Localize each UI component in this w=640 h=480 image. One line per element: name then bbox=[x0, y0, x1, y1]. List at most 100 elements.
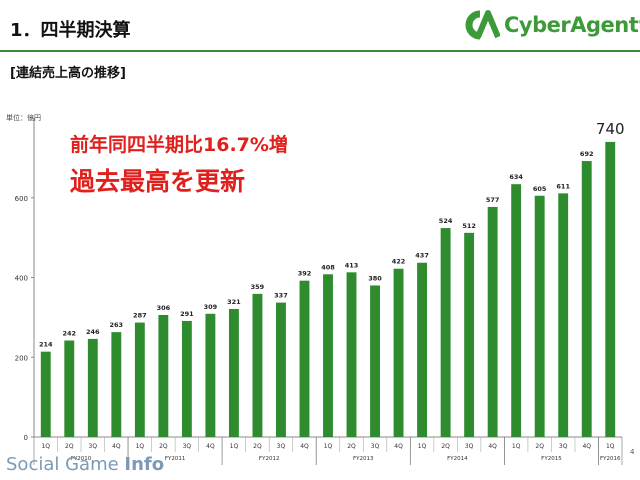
data-label: 408 bbox=[321, 263, 335, 271]
x-tick-label: 3Q bbox=[89, 443, 98, 450]
bar bbox=[487, 206, 498, 437]
chart-subtitle: [連結売上高の推移] bbox=[10, 66, 126, 81]
fiscal-year-label: FY2011 bbox=[165, 456, 186, 462]
bar bbox=[181, 320, 192, 437]
fiscal-year-label: FY2014 bbox=[447, 456, 468, 462]
data-label: 413 bbox=[345, 261, 359, 269]
bar bbox=[40, 351, 51, 437]
data-label: 634 bbox=[509, 173, 523, 181]
data-label: 524 bbox=[439, 217, 453, 225]
x-tick-label: 3Q bbox=[465, 443, 474, 450]
data-label: 359 bbox=[251, 283, 265, 291]
bar bbox=[111, 332, 122, 437]
data-label: 337 bbox=[274, 292, 288, 300]
x-tick-label: 1Q bbox=[512, 443, 521, 450]
y-tick-label: 600 bbox=[15, 195, 28, 203]
cyberagent-logo-icon bbox=[465, 10, 500, 40]
x-tick-label: 1Q bbox=[418, 443, 427, 450]
page-number: 4 bbox=[630, 448, 635, 456]
headline-growth: 前年同四半期比16.7%増 bbox=[70, 134, 288, 156]
logo-wordmark: CyberAgent® bbox=[504, 13, 640, 37]
data-label: 692 bbox=[580, 150, 594, 158]
y-tick-label: 0 bbox=[24, 434, 28, 442]
y-tick-label: 400 bbox=[15, 275, 28, 283]
x-tick-label: 4Q bbox=[206, 443, 215, 450]
data-label: 380 bbox=[368, 274, 382, 282]
data-label: 291 bbox=[180, 310, 194, 318]
x-tick-label: 1Q bbox=[136, 443, 145, 450]
x-tick-label: 4Q bbox=[300, 443, 309, 450]
x-tick-label: 2Q bbox=[253, 443, 262, 450]
x-tick-label: 2Q bbox=[347, 443, 356, 450]
bar bbox=[581, 161, 592, 437]
x-tick-label: 2Q bbox=[535, 443, 544, 450]
bar bbox=[370, 285, 380, 437]
data-label: 263 bbox=[110, 321, 124, 329]
x-tick-label: 3Q bbox=[277, 443, 286, 450]
bar bbox=[158, 314, 169, 437]
bar bbox=[440, 228, 451, 437]
data-label: 242 bbox=[62, 330, 76, 338]
cyberagent-logo: CyberAgent® bbox=[460, 10, 640, 40]
bar bbox=[276, 302, 286, 437]
x-tick-label: 3Q bbox=[559, 443, 568, 450]
bar bbox=[299, 280, 310, 437]
fiscal-year-label: FY2012 bbox=[259, 456, 280, 462]
chart-labels: 214 1Q 242 2Q 246 3Q 263 4Q 287 1Q 306 2Q 291 3Q 309 4Q… bbox=[39, 120, 625, 462]
data-label: 422 bbox=[392, 258, 406, 266]
bar bbox=[205, 313, 216, 437]
x-tick-label: 1Q bbox=[324, 443, 333, 450]
bar bbox=[252, 293, 263, 437]
bar bbox=[228, 309, 239, 437]
bar bbox=[323, 274, 333, 437]
x-tick-label: 4Q bbox=[112, 443, 121, 450]
bar bbox=[134, 322, 145, 437]
x-tick-label: 2Q bbox=[441, 443, 450, 450]
bar bbox=[346, 272, 357, 437]
data-label: 306 bbox=[157, 304, 171, 312]
fiscal-year-label: FY2016 bbox=[600, 456, 621, 462]
bar bbox=[605, 141, 616, 438]
data-label: 577 bbox=[486, 196, 500, 204]
chart-axes: 0 200 400 600 bbox=[15, 118, 623, 465]
fiscal-year-label: FY2013 bbox=[353, 456, 374, 462]
data-label: 512 bbox=[462, 222, 476, 230]
data-label: 611 bbox=[556, 182, 570, 190]
bar bbox=[393, 268, 404, 437]
bar bbox=[558, 193, 569, 437]
x-tick-label: 3Q bbox=[183, 443, 192, 450]
data-label: 321 bbox=[227, 298, 241, 306]
data-label: 605 bbox=[533, 185, 547, 193]
x-tick-label: 4Q bbox=[582, 443, 591, 450]
x-tick-label: 2Q bbox=[159, 443, 168, 450]
unit-label: 単位：億円 bbox=[6, 114, 41, 122]
slide-title: 1．四半期決算 bbox=[10, 20, 131, 41]
x-tick-label: 1Q bbox=[606, 443, 615, 450]
bar bbox=[417, 262, 428, 437]
y-tick-label: 200 bbox=[15, 354, 28, 362]
data-label: 287 bbox=[133, 312, 147, 320]
x-tick-label: 4Q bbox=[488, 443, 497, 450]
headline-record: 過去最高を更新 bbox=[70, 167, 246, 196]
x-tick-label: 1Q bbox=[41, 443, 50, 450]
bar bbox=[534, 195, 545, 437]
bar bbox=[87, 338, 98, 437]
data-label: 392 bbox=[298, 270, 312, 278]
data-label: 309 bbox=[204, 303, 218, 311]
title-rule bbox=[0, 50, 640, 52]
data-label: 437 bbox=[415, 252, 429, 260]
watermark: Social Game Info bbox=[6, 454, 165, 475]
bar bbox=[464, 232, 475, 437]
x-tick-label: 2Q bbox=[65, 443, 74, 450]
fiscal-year-label: FY2015 bbox=[541, 456, 562, 462]
bar bbox=[511, 184, 522, 437]
data-label: 740 bbox=[596, 120, 625, 138]
data-label: 246 bbox=[86, 328, 100, 336]
chart-bars bbox=[40, 141, 616, 438]
fiscal-year-label: FY2010 bbox=[71, 456, 92, 462]
x-tick-label: 1Q bbox=[230, 443, 239, 450]
x-tick-label: 4Q bbox=[394, 443, 403, 450]
bar bbox=[64, 340, 75, 437]
data-label: 214 bbox=[39, 341, 53, 349]
